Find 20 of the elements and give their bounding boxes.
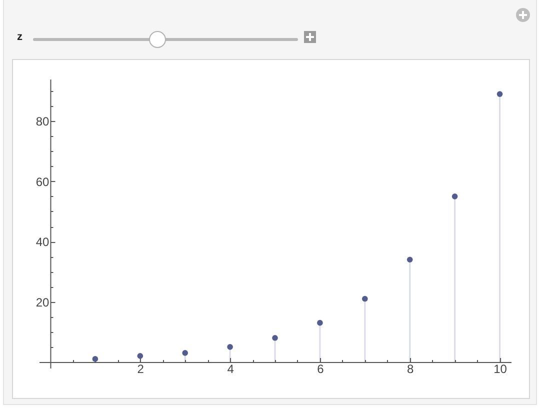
x-tick-label: 8	[407, 362, 414, 376]
point	[272, 334, 278, 341]
point	[182, 350, 188, 356]
point	[92, 356, 98, 362]
point	[406, 256, 413, 263]
point	[227, 344, 233, 350]
y-tick-label: 40	[36, 235, 50, 250]
x-tick-label: 6	[317, 362, 324, 376]
text: z	[17, 31, 22, 44]
x-tick-label: 10	[494, 362, 508, 376]
y-tick-label: 60	[36, 174, 50, 189]
point	[137, 353, 144, 359]
x-tick-label: 2	[137, 362, 144, 376]
point	[317, 320, 323, 326]
point	[362, 296, 368, 302]
point	[452, 193, 458, 200]
point	[496, 91, 503, 97]
x-tick-label: 4	[227, 362, 234, 376]
y-tick-label: 80	[36, 114, 50, 129]
y-tick-label: 20	[36, 295, 50, 310]
